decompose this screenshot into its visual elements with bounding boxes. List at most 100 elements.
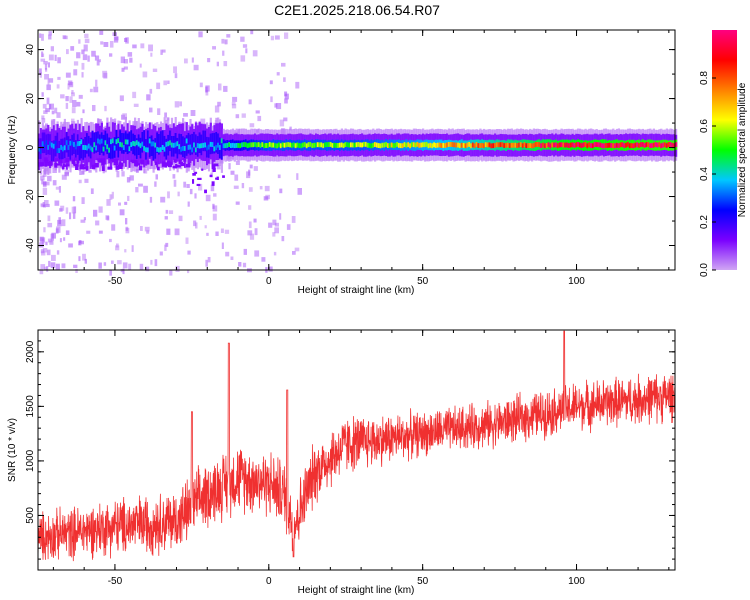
- spectrogram-band-cell: [211, 142, 214, 147]
- spectrogram-band-cell: [143, 145, 146, 151]
- spectrogram-band-cell: [567, 143, 571, 148]
- spectrogram-band-cell: [218, 145, 222, 150]
- spectrogram-cell: [270, 96, 273, 103]
- spectrogram-cell: [129, 175, 134, 181]
- spectrogram-cell: [49, 103, 54, 110]
- spectrogram-band-cell: [486, 142, 489, 148]
- spectrogram-cell: [66, 164, 70, 167]
- spectrogram-cell: [48, 34, 52, 40]
- spectrogram-cell: [93, 86, 99, 93]
- spectrogram-band-cell: [241, 142, 244, 148]
- spectrogram-band-cell: [614, 143, 617, 149]
- spectrogram-cell: [281, 62, 286, 67]
- spectrogram-cell: [172, 165, 177, 169]
- spectrogram-cell: [113, 36, 119, 43]
- spectrogram-band-cell: [654, 142, 657, 147]
- spectrogram-band-cell: [50, 141, 54, 162]
- spectrogram-band-cell: [628, 143, 631, 149]
- spectrogram-cell: [114, 158, 119, 164]
- spectrogram-band-cell: [501, 142, 504, 148]
- spectrogram-cell: [67, 80, 73, 86]
- colorbar-tick-label: 0.0: [699, 263, 710, 277]
- spectrogram-band-cell: [401, 143, 404, 149]
- spectrogram-cell: [50, 233, 54, 241]
- spectrogram-cell: [69, 212, 72, 220]
- spectrogram-band-cell: [150, 141, 153, 147]
- spectrogram-cell: [274, 35, 280, 40]
- spectrogram-cell: [254, 228, 258, 236]
- spectrogram-cell: [44, 63, 47, 70]
- spectrogram-band-cell: [675, 142, 678, 148]
- spectrogram-cell: [119, 209, 125, 216]
- spectrogram-cell: [57, 57, 61, 64]
- spectrogram-band-cell: [45, 140, 48, 146]
- spectrogram-band-cell: [449, 142, 452, 147]
- spectrogram-band-cell: [108, 147, 111, 153]
- spectrogram-band-cell: [213, 132, 216, 154]
- spectrogram-cell: [79, 164, 84, 170]
- spectrogram-cell: [183, 158, 187, 162]
- spectrogram-band-cell: [549, 143, 552, 149]
- spectrogram-cell: [67, 83, 70, 90]
- spectrogram-band-cell: [226, 143, 229, 148]
- spectrogram-cell: [40, 58, 46, 62]
- spectrogram-cell: [41, 118, 46, 123]
- spectrogram-band-cell: [60, 145, 63, 150]
- spectrogram-cell: [235, 114, 240, 119]
- spectrogram-cell: [212, 205, 218, 212]
- spectrogram-band-cell: [237, 143, 240, 148]
- spectrogram-band-cell: [143, 130, 146, 151]
- spectrogram-band-cell: [194, 134, 198, 155]
- spectrogram-band-cell: [446, 142, 449, 148]
- spectrogram-band-cell: [307, 142, 310, 148]
- spectrogram-cell: [230, 256, 234, 260]
- spectrogram-band-cell: [106, 133, 109, 155]
- spectrogram-cell: [54, 162, 58, 168]
- spectrogram-cell: [174, 228, 180, 236]
- spectrogram-cell: [92, 105, 96, 112]
- spectrogram-band-cell: [610, 143, 613, 148]
- spectrogram-band-cell: [647, 142, 650, 147]
- spectrogram-ridge: [38, 116, 678, 194]
- spectrogram-cell: [272, 219, 277, 226]
- spectrogram-band-cell: [643, 143, 646, 148]
- spectrogram-cell: [78, 256, 81, 262]
- spectrogram-band-cell: [599, 142, 602, 148]
- spectrogram-cell: [213, 193, 217, 197]
- spectrogram-cell: [246, 171, 251, 179]
- spectrogram-cell: [122, 262, 128, 269]
- spectrogram-band-cell: [152, 139, 155, 161]
- spectrogram-cell: [249, 123, 255, 128]
- spectrogram-cell: [109, 53, 113, 57]
- spectrogram-cell: [177, 165, 181, 168]
- spectrogram-cell: [83, 44, 88, 52]
- spectrogram-cell: [205, 90, 209, 96]
- spectrogram-band-cell: [673, 143, 676, 149]
- spectrogram-cell: [279, 188, 283, 194]
- spectrogram-band-cell: [169, 140, 172, 146]
- spectrogram-band-cell: [523, 142, 526, 147]
- spectrogram-cell: [61, 174, 67, 180]
- spectrogram-cell: [84, 38, 90, 44]
- spectrogram-cell: [127, 52, 133, 57]
- spectrogram-cell: [248, 205, 252, 210]
- x-tick-label: 100: [568, 576, 585, 587]
- spectrogram-cell: [162, 161, 166, 166]
- spectrogram-cell: [48, 78, 54, 83]
- y-tick-label: 1000: [25, 449, 36, 472]
- spectrogram-cell: [277, 174, 281, 179]
- spectrogram-cell: [65, 96, 69, 102]
- spectrogram-cell: [54, 54, 57, 61]
- spectrogram-band-cell: [322, 143, 325, 149]
- spectrogram-band-cell: [209, 141, 212, 147]
- spectrogram-cell: [142, 71, 148, 78]
- spectrogram-band-cell: [56, 132, 59, 154]
- spectrogram-band-cell: [438, 142, 441, 148]
- spectrogram-band-cell: [163, 135, 166, 157]
- spectrogram-cell: [40, 203, 46, 207]
- spectrogram-cell: [198, 183, 203, 191]
- spectrogram-cell: [206, 232, 209, 236]
- spectrogram-cell: [224, 39, 227, 45]
- y-tick-label: 1500: [25, 395, 36, 418]
- x-tick-label: 0: [266, 276, 272, 287]
